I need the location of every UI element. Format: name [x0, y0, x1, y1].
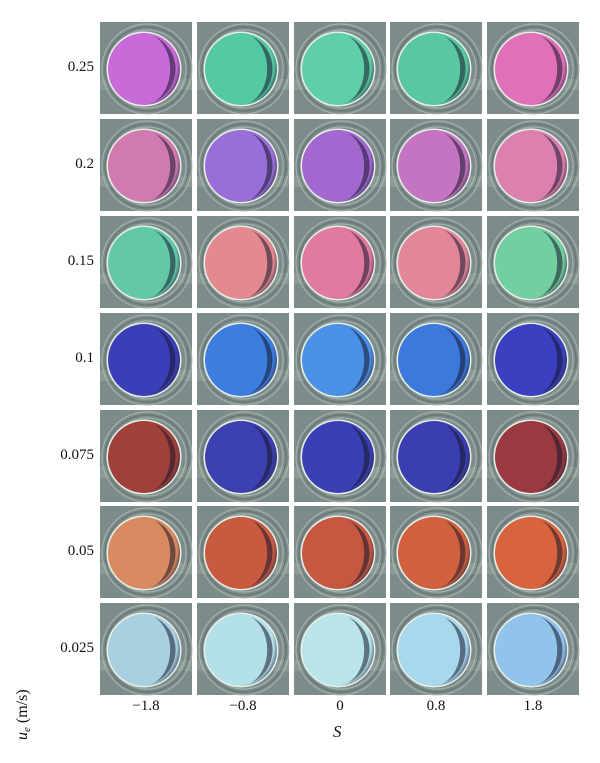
droplet-panel	[487, 22, 580, 115]
y-tick-label: 0.25	[67, 59, 94, 75]
droplet-panel	[100, 22, 193, 115]
droplet-panel	[294, 119, 387, 212]
x-tick-label: 0	[336, 698, 344, 714]
y-tick-label: 0.075	[60, 447, 94, 463]
y-tick-label: 0.025	[60, 640, 94, 656]
droplet-panel	[390, 410, 483, 503]
droplet-panel	[197, 313, 290, 406]
y-axis-title: ue (m/s)	[14, 630, 38, 740]
droplet-panel	[487, 603, 580, 696]
droplet-panel	[100, 603, 193, 696]
droplet-panel	[390, 216, 483, 309]
x-tick-label: −0.8	[229, 698, 257, 714]
x-tick-label: 0.8	[426, 698, 446, 714]
droplet-panel	[197, 216, 290, 309]
droplet-panel	[197, 506, 290, 599]
droplet-panel	[487, 506, 580, 599]
droplet-panel	[294, 313, 387, 406]
droplet-panel	[100, 313, 193, 406]
y-axis-unit: (m/s)	[14, 689, 31, 724]
droplet-panel	[487, 119, 580, 212]
y-axis-subscript: e	[21, 727, 33, 732]
droplet-panel	[294, 506, 387, 599]
droplet-panel	[390, 603, 483, 696]
droplet-panel	[487, 313, 580, 406]
y-tick-label: 0.2	[75, 156, 94, 172]
x-axis-title: S	[333, 722, 342, 741]
droplet-panel	[197, 119, 290, 212]
droplet-panel	[197, 410, 290, 503]
droplet-panel	[294, 603, 387, 696]
droplet-panel	[100, 506, 193, 599]
y-tick-label: 0.1	[75, 350, 94, 366]
droplet-panel	[100, 119, 193, 212]
y-tick-label: 0.15	[67, 253, 94, 269]
droplet-panel	[294, 216, 387, 309]
droplet-panel	[100, 216, 193, 309]
droplet-panel	[487, 410, 580, 503]
droplet-panel	[390, 22, 483, 115]
droplet-panel	[294, 22, 387, 115]
x-tick-label: −1.8	[132, 698, 160, 714]
y-tick-label: 0.05	[67, 543, 94, 559]
droplet-panel	[487, 216, 580, 309]
x-tick-label: 1.8	[523, 698, 543, 714]
droplet-panel	[390, 313, 483, 406]
droplet-panel	[294, 410, 387, 503]
droplet-panel	[390, 119, 483, 212]
y-axis-symbol: u	[14, 732, 31, 740]
droplet-panel	[100, 410, 193, 503]
droplet-panel	[197, 22, 290, 115]
droplet-panel	[197, 603, 290, 696]
droplet-panel	[390, 506, 483, 599]
